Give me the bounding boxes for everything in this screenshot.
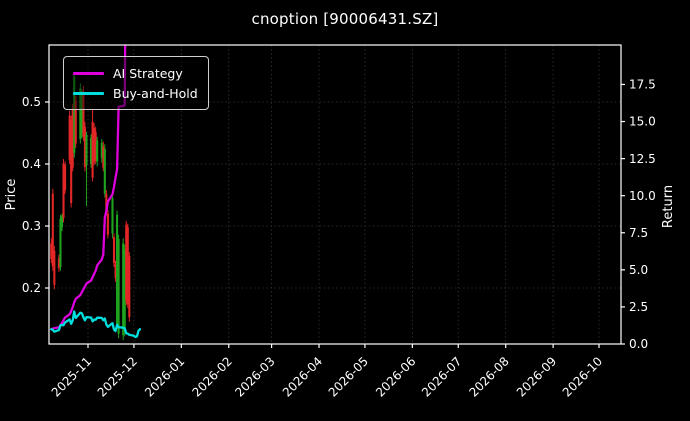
x-tick-label: 2025-12 <box>95 354 140 399</box>
price-tick-label: 0.3 <box>22 219 41 233</box>
candle-body <box>105 193 108 212</box>
candle-body <box>123 249 126 332</box>
candle-body <box>73 76 76 153</box>
x-tick-label: 2026-08 <box>466 354 511 399</box>
buy-and-hold-line <box>50 310 142 339</box>
legend: AI Strategy Buy-and-Hold <box>63 56 209 110</box>
candle-body <box>116 214 119 324</box>
legend-label: Buy-and-Hold <box>113 85 198 101</box>
candle-body <box>82 90 85 137</box>
x-tick-label: 2025-11 <box>49 354 94 399</box>
price-tick-label: 0.4 <box>22 157 41 171</box>
candle-body <box>70 120 73 204</box>
return-axis-label: Return <box>661 185 676 228</box>
price-tick-label: 0.2 <box>22 281 41 295</box>
legend-item-ai-strategy: AI Strategy <box>73 64 198 82</box>
candle-body <box>83 126 86 168</box>
candle-body <box>51 193 54 267</box>
cyan-line-swatch <box>73 91 104 95</box>
ai-strategy-line <box>50 45 127 331</box>
x-tick-label: 2026-01 <box>142 354 187 399</box>
candle-body <box>57 258 60 269</box>
candle-body <box>79 88 82 140</box>
return-tick-label: 10.0 <box>629 189 656 203</box>
candle-body <box>62 163 65 218</box>
candle-body <box>74 100 77 144</box>
return-tick-label: 2.5 <box>629 300 648 314</box>
x-tick-label: 2026-07 <box>419 354 464 399</box>
candle-body <box>85 134 88 166</box>
candle-body <box>60 216 64 228</box>
return-tick-label: 15.0 <box>629 115 656 129</box>
candle-body <box>102 146 105 168</box>
candle-body <box>106 213 109 235</box>
legend-item-buy-and-hold: Buy-and-Hold <box>73 84 198 102</box>
return-tick-label: 0.0 <box>629 337 648 351</box>
candle-body <box>53 250 56 285</box>
price-tick-label: 0.5 <box>22 95 41 109</box>
candle-body <box>68 115 71 160</box>
candle-body <box>103 149 106 194</box>
candle-body <box>126 227 129 305</box>
x-tick-label: 2026-09 <box>514 354 559 399</box>
x-tick-label: 2026-02 <box>190 354 235 399</box>
candle-body <box>90 137 93 164</box>
plot-border <box>48 44 622 345</box>
candle-body <box>125 224 128 302</box>
candle-body <box>80 94 83 133</box>
x-tick-label: 2026-03 <box>232 354 277 399</box>
candle-body <box>59 218 62 267</box>
magenta-line-swatch <box>73 71 104 75</box>
candle-body <box>91 121 94 178</box>
gridlines <box>49 45 621 344</box>
return-tick-label: 5.0 <box>629 263 648 277</box>
candle-body <box>111 198 114 234</box>
x-tick-label: 2026-04 <box>280 354 325 399</box>
y-axis-left: 0.2 0.3 0.4 0.5 Price <box>4 95 41 295</box>
candle-body <box>122 243 125 336</box>
candle-body <box>64 165 67 191</box>
return-tick-label: 12.5 <box>629 152 656 166</box>
candle-body <box>112 237 116 264</box>
candle-body <box>117 239 120 334</box>
x-tick-label: 2026-05 <box>326 354 371 399</box>
candles-group <box>50 72 131 341</box>
candle-body <box>114 264 117 279</box>
candle-body <box>128 255 131 318</box>
candle-body <box>71 108 74 168</box>
x-tick-label: 2026-06 <box>373 354 418 399</box>
candle-body <box>50 243 53 259</box>
chart-title: cnoption [90006431.SZ] <box>251 10 439 28</box>
return-tick-label: 7.5 <box>629 226 648 240</box>
candle-body <box>96 140 99 162</box>
legend-label: AI Strategy <box>113 65 183 81</box>
price-axis-label: Price <box>4 179 19 211</box>
candle-body <box>100 142 103 158</box>
candle-body <box>94 131 97 161</box>
x-tick-label: 2026-10 <box>560 354 605 399</box>
return-tick-label: 17.5 <box>629 78 656 92</box>
candle-body <box>93 128 96 162</box>
y-axis-right: 0.0 2.5 5.0 7.5 10.0 12.5 15.0 17.5 Return <box>629 78 676 352</box>
